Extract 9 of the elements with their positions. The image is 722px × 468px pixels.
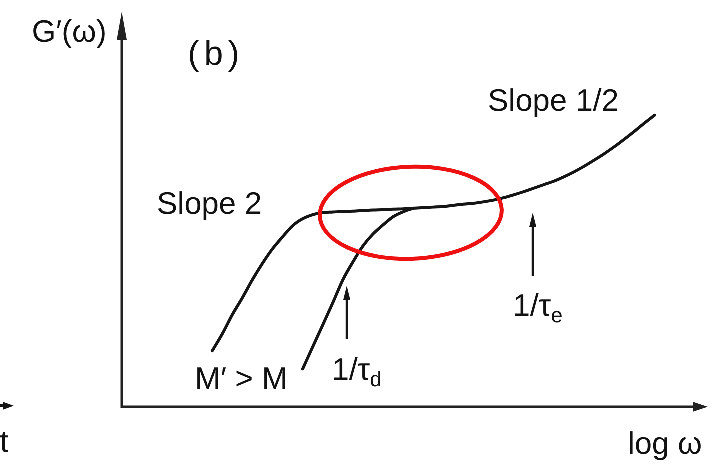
chart-title: (b)	[188, 35, 245, 73]
y-axis-title: G′(ω)	[32, 14, 107, 49]
annotation: M′ > M	[195, 361, 288, 396]
annotation: 1/τ$_{d}$	[332, 352, 382, 392]
annotation: Slope 2	[157, 186, 262, 221]
x-axis-title: log ω	[628, 426, 702, 461]
text: t	[0, 424, 9, 459]
annotation: Slope 1/2	[488, 83, 619, 118]
annotation: 1/τ$_{e}$	[513, 288, 563, 328]
